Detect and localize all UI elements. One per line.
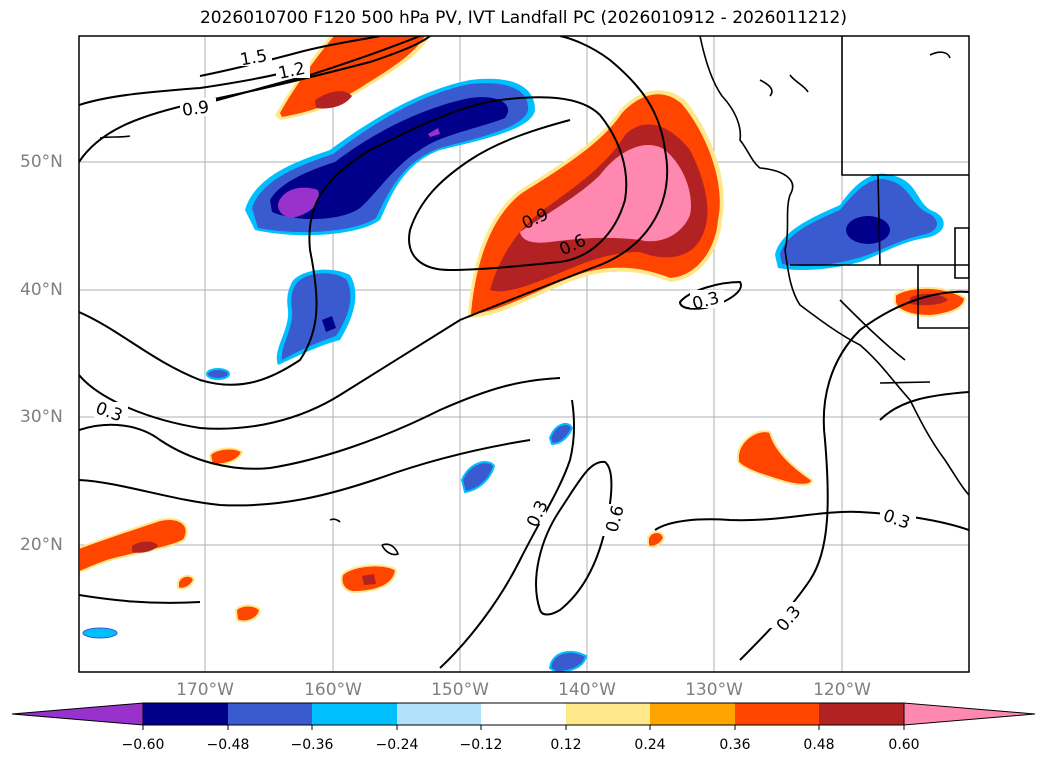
small-negative-patches: [82, 368, 588, 672]
map-border: [78, 35, 970, 673]
lat-label-20n: 20°N: [20, 535, 63, 555]
positive-ivt-region-main: [468, 90, 724, 318]
pv-contours: [79, 36, 969, 669]
coastlines: [99, 36, 969, 556]
colorbar-tick: −0.12: [459, 737, 503, 753]
colorbar: [11, 702, 1036, 730]
colorbar-bin: [566, 703, 650, 725]
lon-label-140w: 140°W: [558, 680, 616, 700]
colorbar-extend-high: [903, 702, 1036, 726]
colorbar-bin: [397, 703, 481, 725]
lon-label-120w: 120°W: [813, 680, 871, 700]
lon-label-150w: 150°W: [431, 680, 489, 700]
lat-label-50n: 50°N: [20, 152, 63, 172]
lat-label-30n: 30°N: [20, 407, 63, 427]
colorbar-bin: [650, 703, 735, 725]
colorbar-tick: 0.48: [803, 737, 835, 753]
colorbar-tick: −0.36: [290, 737, 334, 753]
colorbar-frame: [142, 702, 905, 726]
colorbar-bin: [481, 703, 566, 725]
lat-label-40n: 40°N: [20, 280, 63, 300]
colorbar-tick: −0.60: [121, 737, 165, 753]
colorbar-tick: 0.60: [888, 737, 920, 753]
lon-label-160w: 160°W: [304, 680, 362, 700]
colorbar-bin: [735, 703, 819, 725]
colorbar-bin: [143, 703, 228, 725]
colorbar-tick: −0.24: [375, 737, 419, 753]
map-title: 2026010700 F120 500 hPa PV, IVT Landfall…: [199, 8, 847, 28]
lon-label-130w: 130°W: [685, 680, 743, 700]
colorbar-tick: 0.36: [719, 737, 751, 753]
colorbar-bin: [228, 703, 312, 725]
colorbar-tick: 0.24: [634, 737, 666, 753]
colorbar-bin: [312, 703, 397, 725]
small-positive-patches: [79, 286, 967, 623]
colorbar-tick: −0.48: [206, 737, 250, 753]
contour-label-3: 0.9: [181, 97, 211, 121]
map-background: [79, 36, 969, 672]
colorbar-tick: 0.12: [550, 737, 582, 753]
colorbar-bin: [819, 703, 904, 725]
colorbar-extend-low: [11, 702, 144, 726]
contour-label-1: 1.5: [239, 46, 269, 70]
lon-label-170w: 170°W: [176, 680, 234, 700]
